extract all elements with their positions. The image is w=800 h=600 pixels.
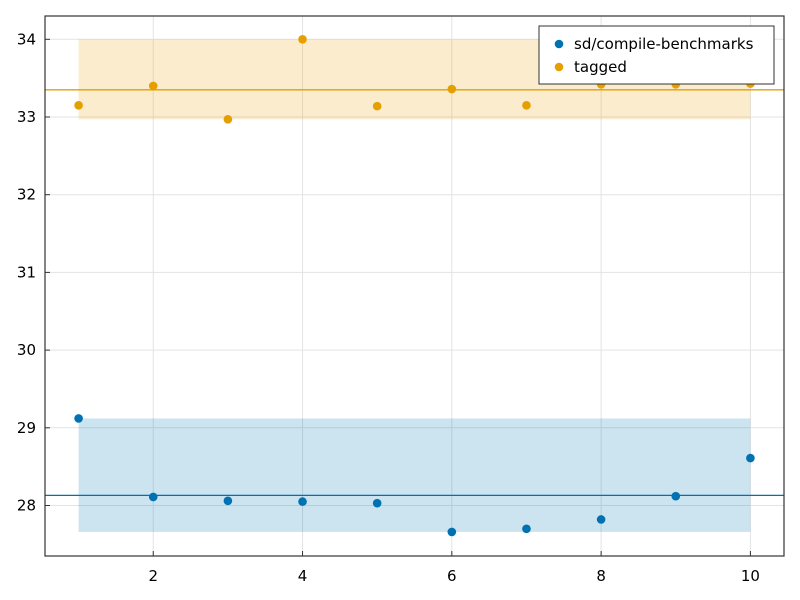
y-tick-label: 28	[17, 496, 36, 514]
series-1-point	[74, 101, 83, 110]
y-tick-label: 31	[17, 263, 36, 281]
series-0-point	[447, 527, 457, 537]
legend-label: tagged	[574, 58, 627, 76]
y-tick-label: 34	[17, 30, 36, 48]
series-1-point	[372, 101, 382, 111]
series-0-point	[74, 414, 83, 423]
series-1-point	[298, 35, 307, 44]
legend-label: sd/compile-benchmarks	[574, 35, 754, 53]
x-tick-label: 6	[447, 567, 457, 585]
y-tick-label: 29	[17, 419, 36, 437]
mean-lines	[45, 89, 784, 497]
series-1-point	[522, 101, 531, 110]
series-0-band	[78, 418, 751, 532]
tick-labels: 2 4 6 8 10 28 29 30 31 32 33 34	[17, 30, 760, 585]
y-tick-label: 33	[17, 108, 36, 126]
plot-frame	[44, 15, 785, 557]
y-tick-label: 32	[17, 186, 36, 204]
legend-marker	[554, 39, 564, 49]
bands	[78, 39, 751, 532]
x-tick-label: 2	[148, 567, 158, 585]
series-0-point	[746, 453, 755, 463]
x-tick-label: 10	[741, 567, 760, 585]
points	[74, 35, 755, 537]
series-0-point	[596, 515, 606, 524]
series-0-point	[298, 497, 307, 506]
series-1-point	[223, 115, 233, 124]
series-1-point	[447, 84, 457, 94]
series-0-point	[522, 524, 531, 534]
legend: sd/compile-benchmarks tagged	[538, 25, 775, 85]
series-1-point	[148, 81, 158, 91]
series-0-point	[671, 491, 681, 501]
legend-box	[538, 25, 775, 85]
legend-marker	[554, 62, 564, 72]
series-0-point	[148, 492, 158, 502]
grid	[45, 16, 784, 556]
y-tick-label: 30	[17, 341, 36, 359]
x-tick-label: 4	[298, 567, 308, 585]
x-tick-label: 8	[596, 567, 606, 585]
series-0-point	[223, 496, 233, 506]
series-0-point	[372, 498, 382, 508]
